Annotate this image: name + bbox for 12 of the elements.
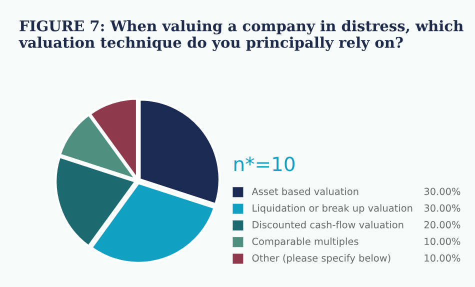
legend-label: Comparable multiples [252, 238, 358, 247]
data-label: 30.00% [424, 188, 460, 196]
chart-title: FIGURE 7: When valuing a company in distress, which valuation technique do you principally rely on? [18, 20, 464, 51]
data-label: 30.00% [424, 204, 460, 212]
legend-label: Liquidation or break up valuation [252, 204, 412, 214]
data-label: 20.00% [424, 221, 460, 228]
data-label: 10.00% [424, 238, 460, 246]
data-label: 10.00% [424, 254, 460, 262]
legend-label: Discounted cash-flow valuation [252, 220, 404, 228]
legend-label: Other (please specify below) [252, 254, 390, 264]
text: n*=10 [234, 156, 295, 172]
legend-label: Asset based valuation [252, 188, 358, 196]
